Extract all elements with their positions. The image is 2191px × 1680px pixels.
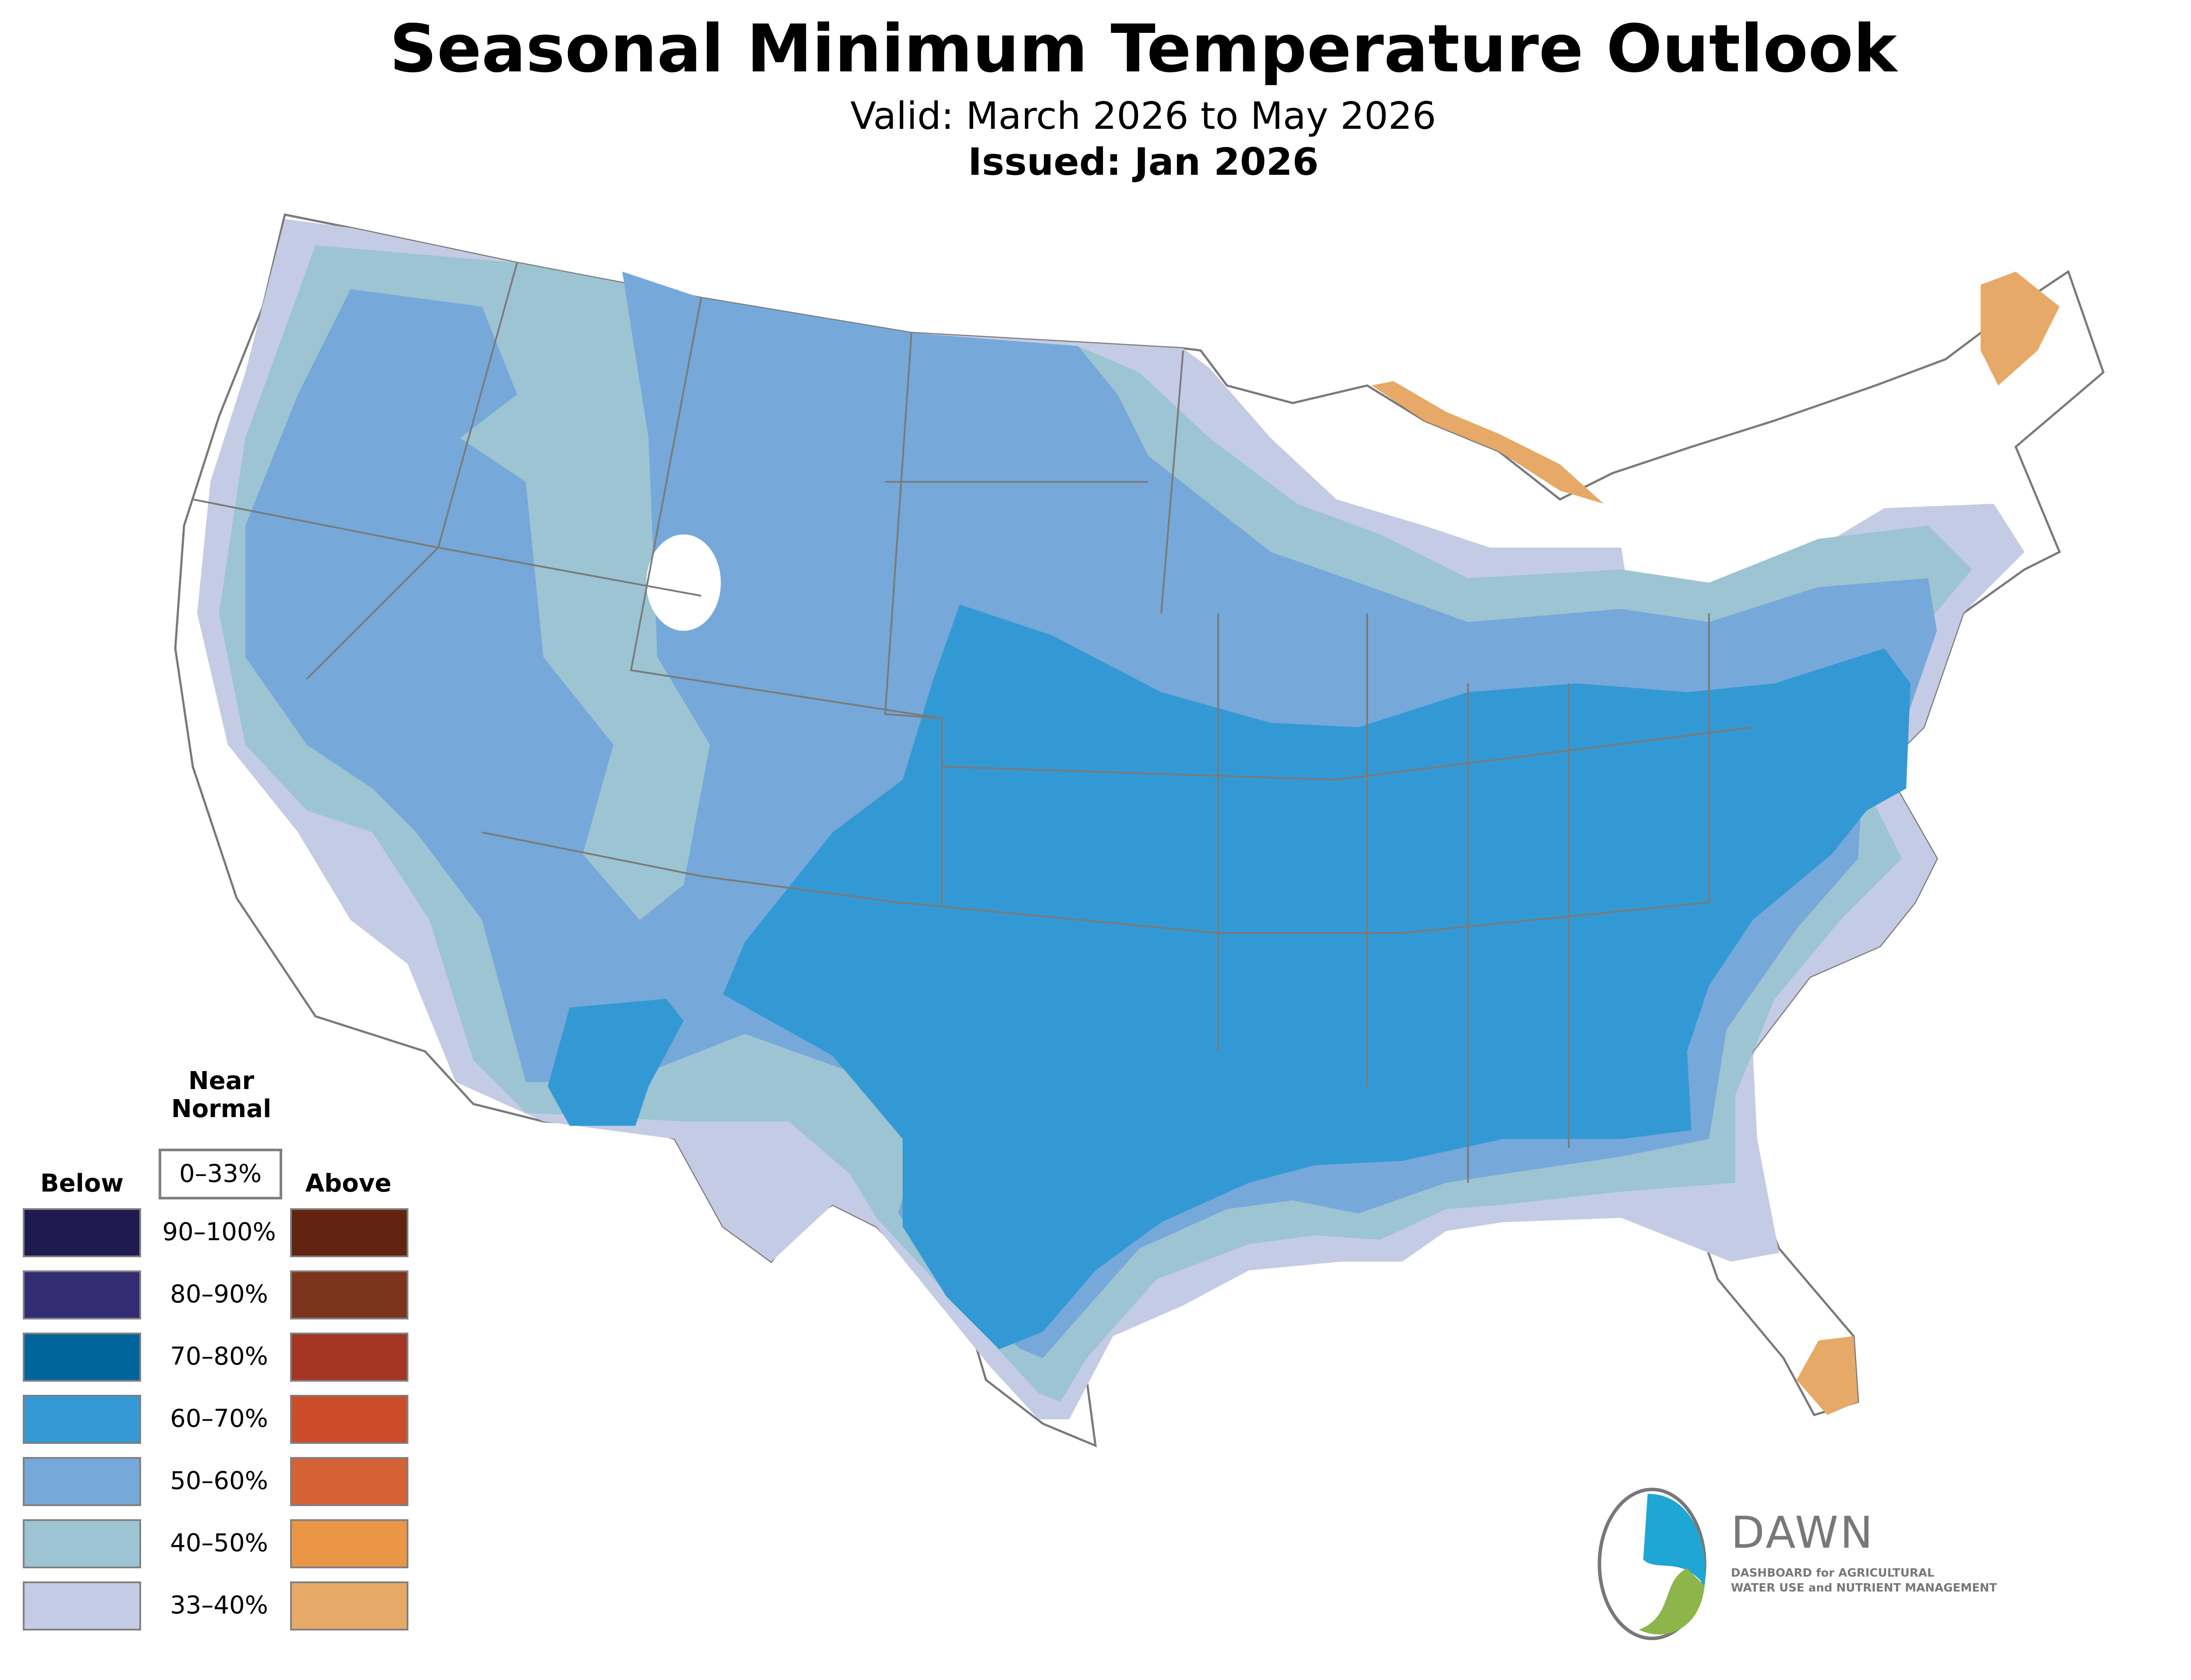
legend-range-label: 33–40% [170,1591,268,1620]
zone-above-33-40-mi [1372,381,1604,504]
legend-swatch-below [23,1519,141,1568]
near-normal-range: 0–33% [179,1160,262,1188]
state-borders [192,262,1753,1183]
zone-above-33-40-me [1981,272,2060,386]
map-title: Seasonal Minimum Temperature Outlook [390,11,1897,87]
legend-swatch-above [290,1395,408,1444]
legend-swatch-below [23,1208,141,1257]
legend-swatch-above [290,1333,408,1382]
legend: Near Normal 0–33% Below Above 90–100% 80–… [0,0,438,1680]
legend-swatch-above [290,1208,408,1257]
zone-above-33-40-fl [1797,1336,1858,1415]
issued-date: Issued: Jan 2026 [968,140,1319,184]
legend-above-heading: Above [305,1169,392,1198]
zone-below-60-70 [723,605,1911,1349]
legend-swatch-below [23,1457,141,1506]
legend-swatch-below [23,1333,141,1382]
legend-range-label: 50–60% [170,1467,268,1495]
legend-swatch-below [23,1581,141,1630]
near-normal-swatch: 0–33% [159,1149,282,1199]
legend-swatch-above [290,1519,408,1568]
legend-swatch-below [23,1270,141,1319]
dawn-logo-mark [1598,1488,1706,1640]
legend-range-label: 40–50% [170,1529,268,1557]
dawn-tagline-line1: DASHBOARD for AGRICULTURAL [1731,1567,1935,1580]
dawn-tagline: DASHBOARD for AGRICULTURAL WATER USE and… [1731,1566,1997,1596]
zone-below-60-70-az [548,999,684,1126]
legend-swatch-below [23,1395,141,1444]
dawn-logo [1578,1468,2060,1643]
normal-label: Normal [171,1095,272,1124]
valid-period: Valid: March 2026 to May 2026 [850,94,1436,138]
legend-swatch-above [290,1270,408,1319]
legend-swatch-above [290,1581,408,1630]
legend-range-label: 70–80% [170,1342,268,1371]
legend-range-label: 90–100% [162,1218,276,1246]
legend-near-normal-heading: Near Normal [158,1067,285,1124]
zone-near-normal-wy [646,534,721,631]
legend-range-label: 80–90% [170,1280,268,1309]
legend-swatch-above [290,1457,408,1506]
legend-below-heading: Below [40,1169,124,1198]
near-label: Near [188,1067,255,1095]
dawn-tagline-line2: WATER USE and NUTRIENT MANAGEMENT [1731,1581,1997,1595]
legend-range-label: 60–70% [170,1404,268,1433]
dawn-wordmark: DAWN [1731,1507,1875,1558]
